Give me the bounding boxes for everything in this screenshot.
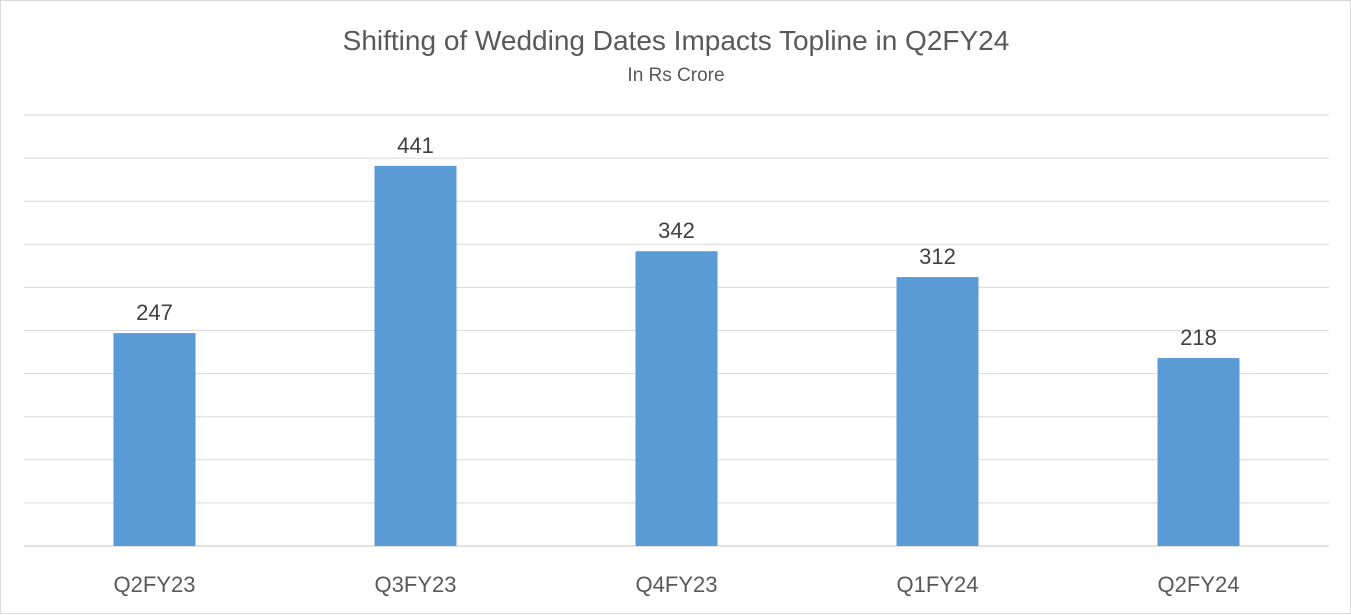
bar-q4fy23 [635, 251, 718, 547]
data-label: 247 [136, 300, 173, 325]
data-label: 312 [919, 244, 956, 269]
x-tick-label: Q4FY23 [636, 572, 718, 597]
bar-q2fy23 [113, 333, 196, 546]
x-tick-label: Q2FY24 [1158, 572, 1240, 597]
x-tick-label: Q1FY24 [897, 572, 979, 597]
chart-title: Shifting of Wedding Dates Impacts Toplin… [343, 25, 1010, 56]
x-tick-labels: Q2FY23 Q3FY23 Q4FY23 Q1FY24 Q2FY24 [114, 572, 1240, 597]
bar-q1fy24 [896, 277, 979, 546]
data-label: 218 [1180, 325, 1217, 350]
data-label: 441 [397, 133, 434, 158]
bars [113, 165, 1240, 547]
bar-q3fy23 [374, 165, 457, 546]
x-tick-label: Q3FY23 [375, 572, 457, 597]
bar-q2fy24 [1157, 358, 1240, 546]
data-labels: 247 441 342 312 218 [136, 133, 1217, 350]
data-label: 342 [658, 218, 695, 243]
chart-subtitle: In Rs Crore [627, 65, 724, 86]
x-tick-label: Q2FY23 [114, 572, 196, 597]
